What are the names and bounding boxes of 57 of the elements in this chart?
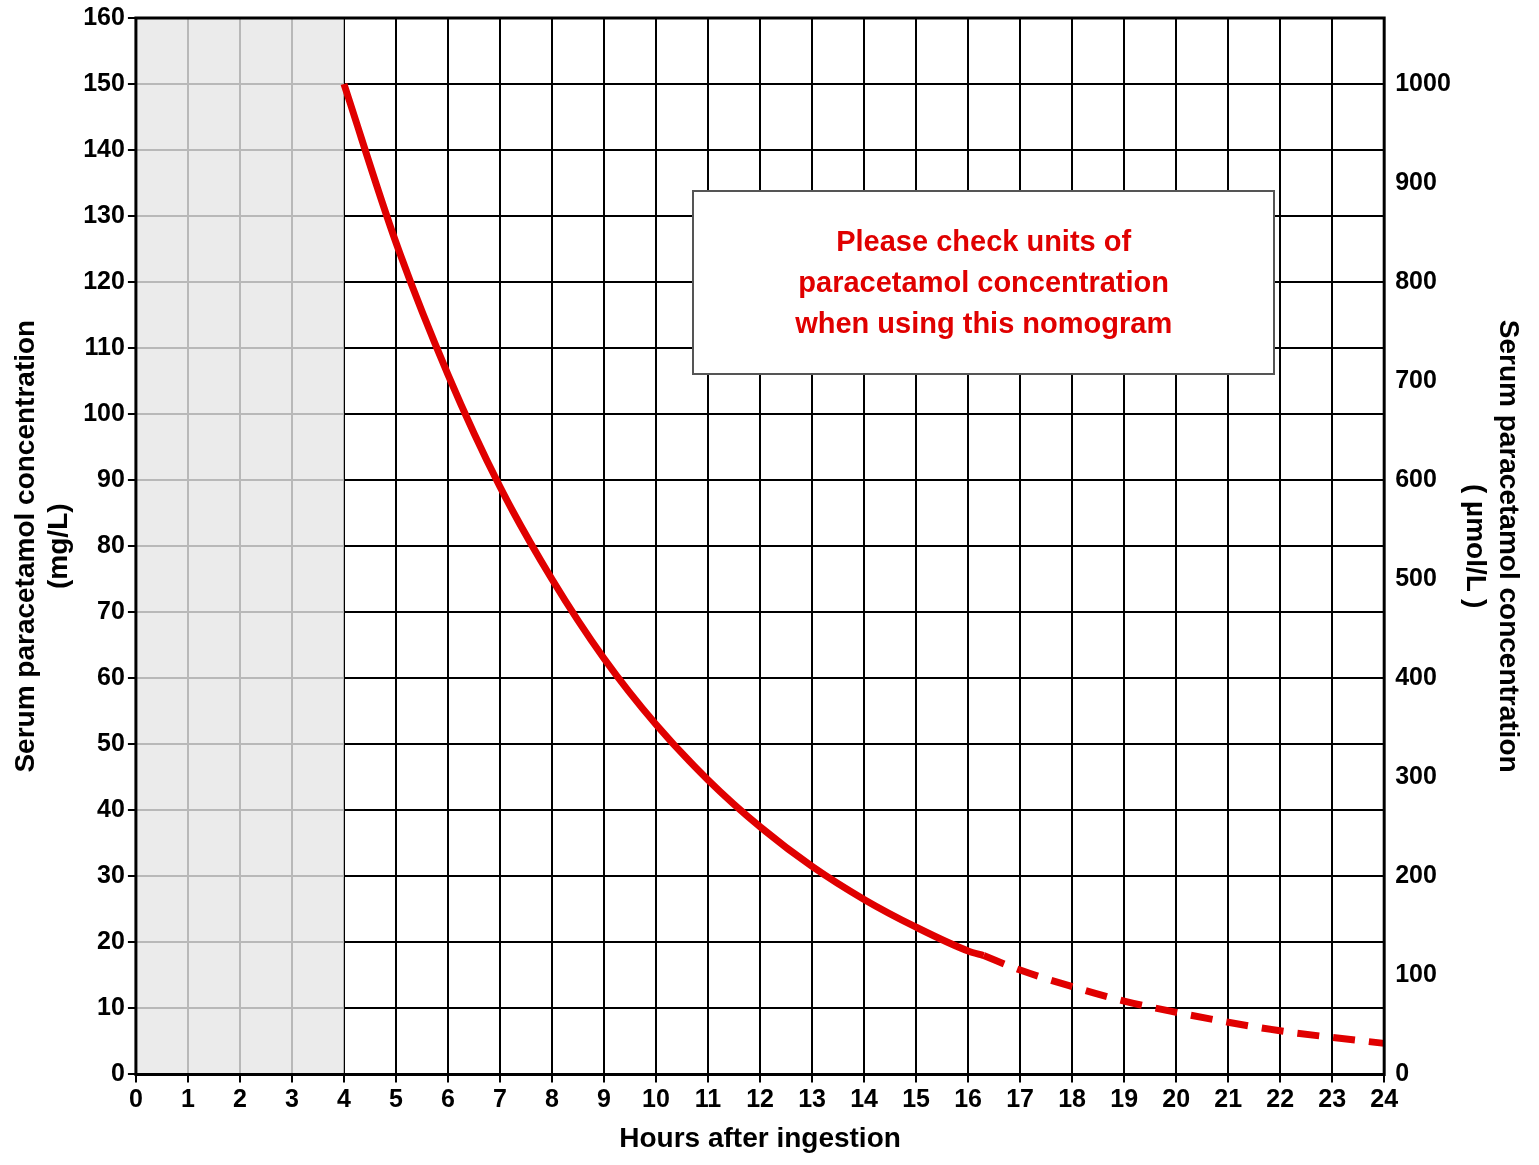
x-tick-label: 9	[597, 1084, 611, 1113]
y-tick-label: 20	[97, 926, 125, 955]
y2-tick-label: 100	[1395, 959, 1437, 988]
y2-tick-label: 700	[1395, 365, 1437, 394]
x-tick-label: 12	[746, 1084, 774, 1113]
x-tick-label: 20	[1162, 1084, 1191, 1113]
y2-tick-label: 500	[1395, 563, 1437, 592]
y2-tick-label: 400	[1395, 662, 1437, 691]
x-tick-label: 24	[1370, 1084, 1399, 1113]
x-tick-label: 3	[284, 1084, 299, 1113]
x-tick-label: 18	[1058, 1084, 1087, 1113]
x-tick-label: 1	[180, 1084, 195, 1113]
x-tick-label: 14	[850, 1084, 879, 1113]
x-tick-label: 11	[694, 1084, 722, 1113]
x-tick-label: 7	[493, 1084, 507, 1113]
y2-tick-label: 0	[1395, 1058, 1410, 1087]
y2-tick-label: 200	[1395, 860, 1437, 889]
y-tick-label: 80	[97, 530, 125, 559]
y-axis-title: Serum paracetamol concentration (mg/L)	[8, 319, 74, 773]
y2-tick-label: 800	[1395, 266, 1437, 295]
x-tick-label: 19	[1110, 1084, 1139, 1113]
x-tick-label: 2	[232, 1084, 247, 1113]
y2-tick-label: 900	[1395, 166, 1437, 195]
y-tick-label: 90	[97, 464, 125, 493]
x-tick-label: 10	[642, 1084, 670, 1113]
y-tick-label: 40	[97, 794, 125, 823]
y-tick-label: 50	[97, 728, 125, 757]
note-box: Please check units of paracetamol concentration when using this nomogram	[692, 189, 1275, 375]
x-tick-label: 0	[128, 1084, 143, 1113]
x-tick-label: 22	[1266, 1084, 1295, 1113]
x-tick-label: 4	[337, 1084, 351, 1113]
y-tick-label: 10	[97, 992, 125, 1021]
x-axis-title: Hours after ingestion	[619, 1121, 901, 1153]
y-tick-label: 0	[111, 1058, 125, 1087]
y-tick-label: 150	[83, 67, 125, 96]
y2-axis-title: Serum paracetamol concentration ( µmol/L )	[1460, 319, 1526, 773]
y-tick-label: 140	[83, 133, 125, 162]
y-tick-label: 160	[83, 1, 125, 30]
y-tick-label: 30	[97, 860, 125, 889]
x-tick-label: 13	[798, 1084, 826, 1113]
x-tick-label: 8	[545, 1084, 560, 1113]
x-tick-label: 6	[441, 1084, 455, 1113]
x-tick-label: 23	[1318, 1084, 1347, 1113]
x-tick-label: 16	[954, 1084, 982, 1113]
x-tick-label: 15	[902, 1084, 931, 1113]
y-tick-label: 60	[97, 662, 125, 691]
y-tick-label: 120	[83, 265, 125, 294]
y-tick-label: 70	[97, 596, 125, 625]
y-tick-label: 110	[84, 332, 125, 361]
y2-tick-label: 600	[1395, 464, 1437, 493]
y-tick-label: 100	[83, 398, 125, 427]
y-tick-label: 130	[83, 199, 125, 228]
x-tick-label: 5	[389, 1084, 404, 1113]
x-tick-label: 21	[1214, 1084, 1243, 1113]
x-tick-label: 17	[1006, 1084, 1035, 1113]
y2-tick-label: 300	[1395, 761, 1437, 790]
y2-tick-label: 1000	[1395, 67, 1451, 96]
